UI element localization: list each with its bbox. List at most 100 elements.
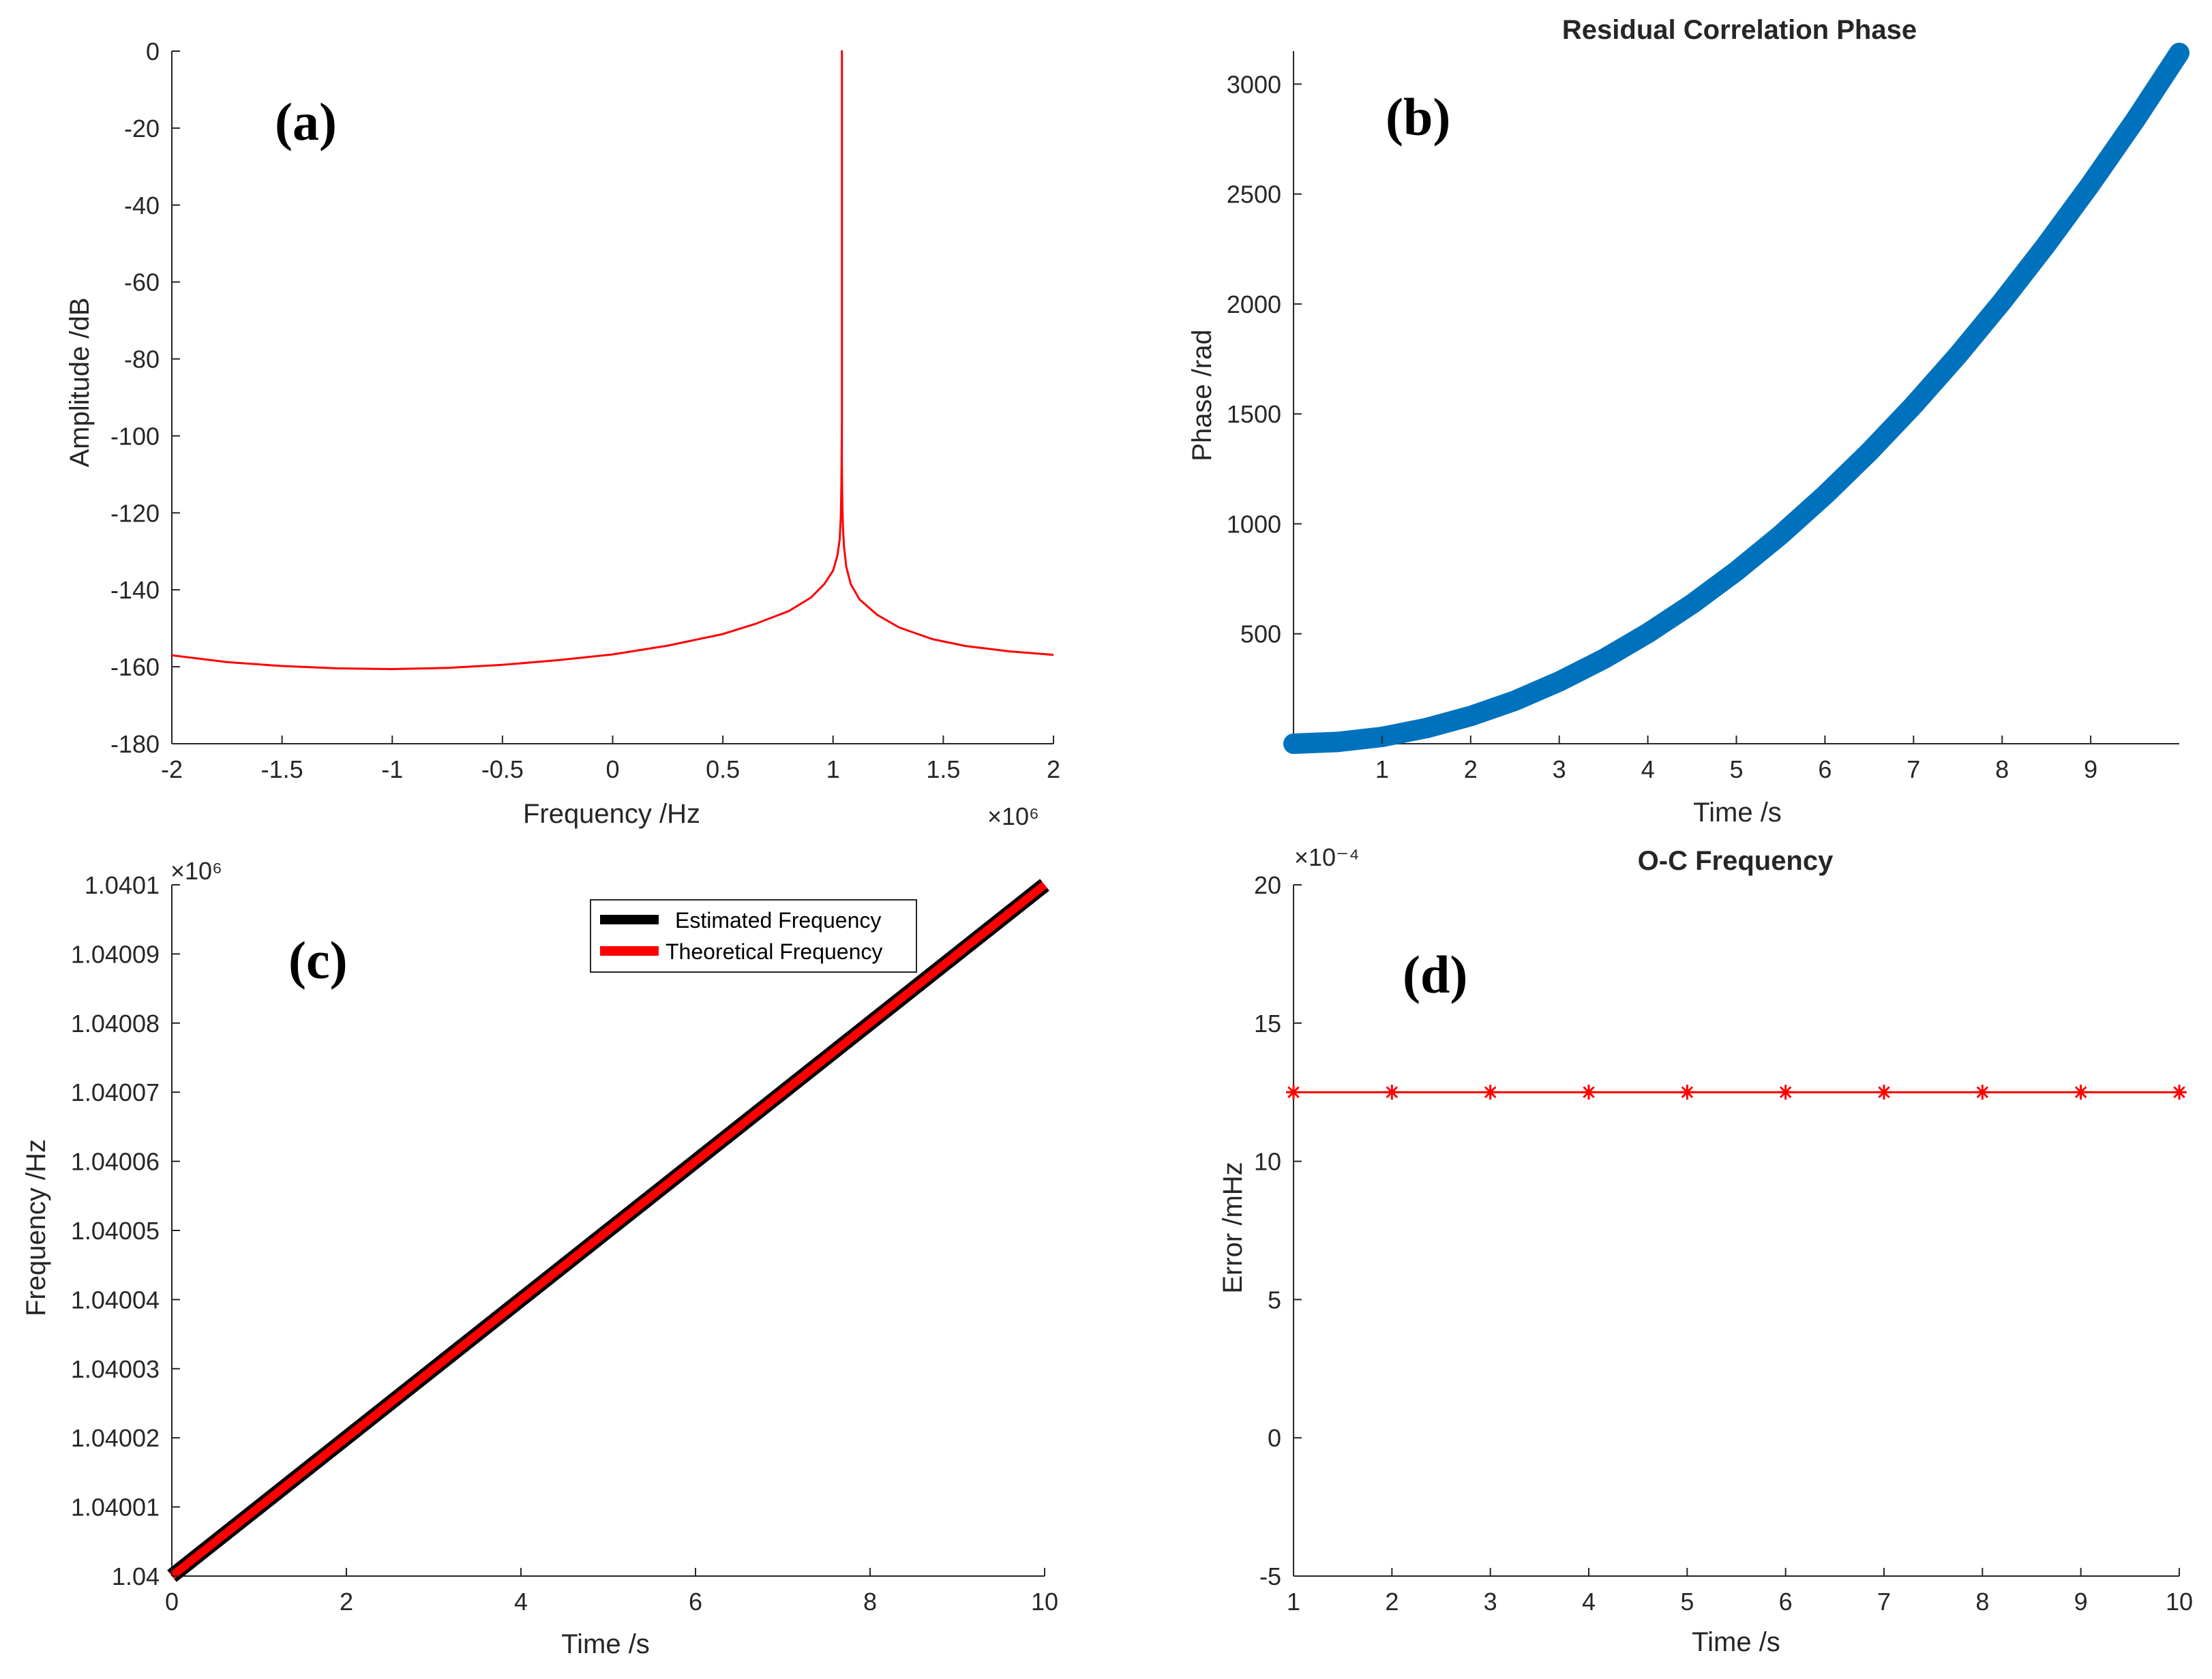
panel-a-x-tick-label: 2	[1047, 755, 1060, 783]
panel-d-data-point	[1877, 1085, 1892, 1100]
panel-b-y-tick-label: 1000	[1227, 510, 1281, 538]
panel-d-x-tick-label: 5	[1680, 1588, 1694, 1616]
legend-label-theoretical: Theoretical Frequency	[666, 939, 882, 964]
panel-c-y-tick-label: 1.04004	[71, 1286, 160, 1314]
panel-c-x-tick-label: 2	[340, 1588, 353, 1616]
panel-b-x-tick-label: 7	[1907, 755, 1920, 783]
panel-a-x-exponent: ×10⁶	[987, 802, 1039, 830]
panel-b-x-tick-label: 9	[2084, 755, 2097, 783]
panel-d-title: O-C Frequency	[1638, 846, 1834, 876]
panel-a-y-tick-label: -180	[110, 730, 160, 758]
panel-c-y-tick-label: 1.04006	[71, 1148, 160, 1176]
panel-b-x-tick-label: 8	[1995, 755, 2009, 783]
panel-d-x-tick-label: 6	[1779, 1588, 1793, 1616]
panel-c-x-tick-label: 4	[514, 1588, 528, 1616]
panel-d-x-tick-label: 2	[1385, 1588, 1399, 1616]
panel-b-y-axis-label: Phase /rad	[1187, 329, 1217, 461]
panel-c-y-tick-label: 1.04005	[71, 1217, 160, 1245]
panel-a-x-tick-label: 0.5	[706, 755, 740, 783]
panel-c-series-theoretical-frequency	[169, 881, 1047, 1579]
panel-d-data-point	[1679, 1085, 1695, 1100]
panel-c-legend: Estimated Frequency Theoretical Frequenc…	[590, 899, 917, 973]
panel-a-x-tick-label: 0	[606, 755, 619, 783]
panel-a-y-tick-label: -20	[124, 115, 160, 142]
panel-a-x-tick-label: -1	[381, 755, 403, 783]
panel-c-x-tick-label: 10	[1031, 1588, 1058, 1616]
panel-b-label: (b)	[1386, 87, 1450, 147]
panel-b-x-tick-label: 4	[1641, 755, 1655, 783]
panel-d-x-tick-label: 7	[1877, 1588, 1891, 1616]
panel-b-y-tick-label: 1500	[1227, 400, 1281, 428]
panel-b-x-tick-label: 1	[1375, 755, 1389, 783]
panel-d-y-tick-label: 10	[1254, 1148, 1281, 1176]
panel-b-series-phase	[1283, 42, 2189, 754]
panel-a-y-tick-label: -40	[124, 192, 160, 220]
panel-c-y-axis-label: Frequency /Hz	[21, 1139, 51, 1316]
panel-d-data-point	[2073, 1085, 2089, 1100]
panel-d-x-tick-label: 9	[2074, 1588, 2088, 1616]
panel-a-y-tick-label: -160	[110, 653, 160, 681]
panel-b-x-tick-label: 6	[1818, 755, 1832, 783]
panel-b-phase: 1 2 3 4 5 6 7 8 9 500 1000 1500 2000 2500 3000 Residua…	[1187, 15, 2189, 828]
panel-d-y-exponent: ×10⁻⁴	[1294, 843, 1360, 871]
panel-a-y-tick-label: -100	[110, 422, 160, 450]
panel-d-y-axis-label: Error /mHz	[1218, 1162, 1248, 1293]
panel-a-y-tick-label: -140	[110, 576, 160, 604]
panel-c-y-exponent: ×10⁶	[170, 857, 222, 885]
panel-c-x-tick-label: 8	[863, 1588, 877, 1616]
panel-d-x-tick-label: 10	[2166, 1588, 2193, 1616]
panel-b-y-tick-label: 500	[1240, 620, 1281, 648]
legend-label-estimated: Estimated Frequency	[675, 908, 881, 933]
panel-a-y-axis-label: Amplitude /dB	[65, 297, 95, 467]
panel-b-x-axis-label: Time /s	[1693, 798, 1782, 828]
panel-d-label: (d)	[1403, 945, 1467, 1004]
panel-d-x-tick-label: 8	[1975, 1588, 1989, 1616]
panel-d-y-tick-label: 5	[1268, 1286, 1281, 1314]
panel-b-y-tick-label: 3000	[1227, 70, 1281, 98]
panel-b-x-tick-label: 5	[1729, 755, 1743, 783]
panel-a-label: (a)	[275, 92, 337, 151]
panel-d-data-point	[1384, 1085, 1400, 1100]
panel-b-y-tick-label: 2000	[1227, 290, 1281, 318]
panel-d-y-tick-label: 0	[1268, 1424, 1281, 1452]
panel-d-x-tick-label: 4	[1582, 1588, 1596, 1616]
panel-a-y-tick-label: -80	[124, 346, 160, 374]
panel-c-x-tick-label: 6	[689, 1588, 702, 1616]
panel-d-data-point	[1778, 1085, 1793, 1100]
panel-a-x-tick-label: 1	[826, 755, 840, 783]
panel-a-x-tick-label: -0.5	[481, 755, 524, 783]
panel-c-y-tick-label: 1.04002	[71, 1424, 160, 1452]
panel-a-x-axis-label: Frequency /Hz	[523, 799, 700, 829]
panel-c-y-tick-label: 1.04003	[71, 1355, 160, 1383]
panel-c-y-tick-label: 1.04007	[71, 1078, 160, 1106]
panel-d-y-tick-label: -5	[1259, 1562, 1281, 1590]
panel-a-y-tick-label: -120	[110, 499, 160, 527]
panel-c-x-axis-label: Time /s	[561, 1629, 650, 1659]
panel-d-data-point	[1286, 1085, 1301, 1100]
panel-d-x-axis-label: Time /s	[1692, 1627, 1780, 1657]
panel-a-series-spectrum	[171, 50, 1054, 670]
panel-b-x-tick-label: 2	[1464, 755, 1478, 783]
panel-d-data-point	[2172, 1085, 2187, 1100]
panel-c-y-tick-label: 1.04008	[71, 1010, 160, 1038]
panel-a-x-tick-label: 1.5	[926, 755, 960, 783]
panel-d-data-point	[1975, 1085, 1990, 1100]
panel-a-y-tick-label: -60	[124, 269, 160, 297]
legend-box	[590, 899, 917, 973]
panel-d-x-tick-label: 1	[1287, 1588, 1300, 1616]
panel-a-y-tick-label: 0	[146, 37, 160, 65]
panel-a-x-tick-label: -1.5	[261, 755, 303, 783]
panel-c-y-tick-label: 1.04001	[71, 1494, 160, 1522]
panel-d-data-point	[1482, 1085, 1498, 1100]
panel-d-data-point	[1581, 1085, 1596, 1100]
panel-c-label: (c)	[288, 931, 348, 990]
panel-c-frequency: 0 2 4 6 8 10 1.04 1.04001 1.04002 1.04003 1.04004 1…	[21, 857, 1058, 1659]
panel-c-y-tick-label: 1.04009	[71, 940, 160, 968]
panel-b-y-tick-label: 2500	[1227, 181, 1281, 209]
panel-a-x-tick-label: -2	[161, 755, 183, 783]
panel-c-y-tick-label: 1.0401	[85, 871, 160, 899]
panel-c-x-tick-label: 0	[165, 1588, 179, 1616]
panel-d-y-tick-label: 20	[1254, 871, 1281, 899]
